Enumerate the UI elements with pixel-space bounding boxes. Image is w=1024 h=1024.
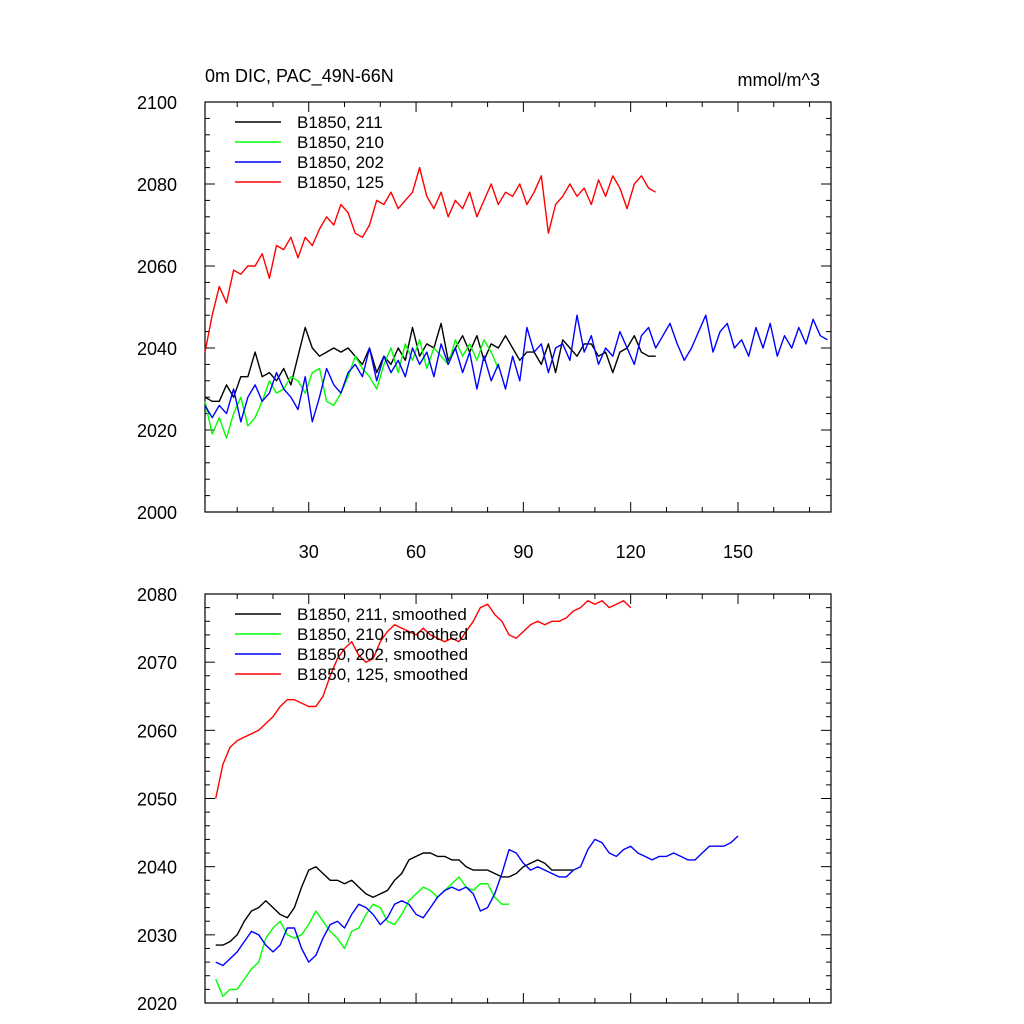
top-y-tick-label: 2060: [137, 257, 177, 277]
top-plot-frame: [204, 101, 832, 513]
bottom-legend-label: B1850, 210, smoothed: [297, 625, 468, 644]
top-y-tick-label: 2000: [137, 503, 177, 523]
top-y-tick-label: 2080: [137, 175, 177, 195]
top-x-tick-label: 60: [406, 542, 426, 562]
top-legend-label: B1850, 125: [297, 173, 384, 192]
bottom-series-line-3: [215, 600, 632, 799]
top-series-line-3: [204, 166, 657, 353]
bottom-y-tick-label: 2020: [137, 994, 177, 1014]
bottom-y-tick-label: 2040: [137, 858, 177, 878]
top-panel-title: 0m DIC, PAC_49N-66N: [205, 66, 394, 87]
bottom-legend-label: B1850, 125, smoothed: [297, 665, 468, 684]
bottom-legend-label: B1850, 211, smoothed: [297, 605, 467, 624]
top-y-tick-label: 2020: [137, 421, 177, 441]
top-x-tick-label: 90: [513, 542, 533, 562]
bottom-series-line-0: [215, 852, 574, 946]
top-panel-units: mmol/m^3: [738, 70, 820, 90]
top-y-tick-label: 2100: [137, 93, 177, 113]
top-x-tick-label: 150: [723, 542, 753, 562]
bottom-y-tick-label: 2030: [137, 926, 177, 946]
bottom-legend-label: B1850, 202, smoothed: [297, 645, 468, 664]
bottom-series-line-2: [215, 835, 739, 967]
top-x-tick-label: 120: [616, 542, 646, 562]
top-series-line-2: [204, 314, 828, 423]
bottom-y-tick-label: 2070: [137, 653, 177, 673]
bottom-panel: 2020 2030 2040 2050 2060 2070 2080 B1850, 211, …: [137, 585, 832, 1014]
top-legend-label: B1850, 202: [297, 153, 384, 172]
bottom-y-tick-label: 2080: [137, 585, 177, 605]
bottom-y-tick-label: 2050: [137, 790, 177, 810]
top-y-tick-label: 2040: [137, 339, 177, 359]
top-series-line-0: [204, 322, 656, 402]
top-x-tick-label: 30: [299, 542, 319, 562]
bottom-y-tick-label: 2060: [137, 721, 177, 741]
top-series-line-1: [204, 339, 499, 439]
top-panel: 0m DIC, PAC_49N-66N mmol/m^3 2000 2020 204…: [137, 66, 832, 562]
top-legend-label: B1850, 211: [297, 113, 383, 132]
top-legend-label: B1850, 210: [297, 133, 384, 152]
